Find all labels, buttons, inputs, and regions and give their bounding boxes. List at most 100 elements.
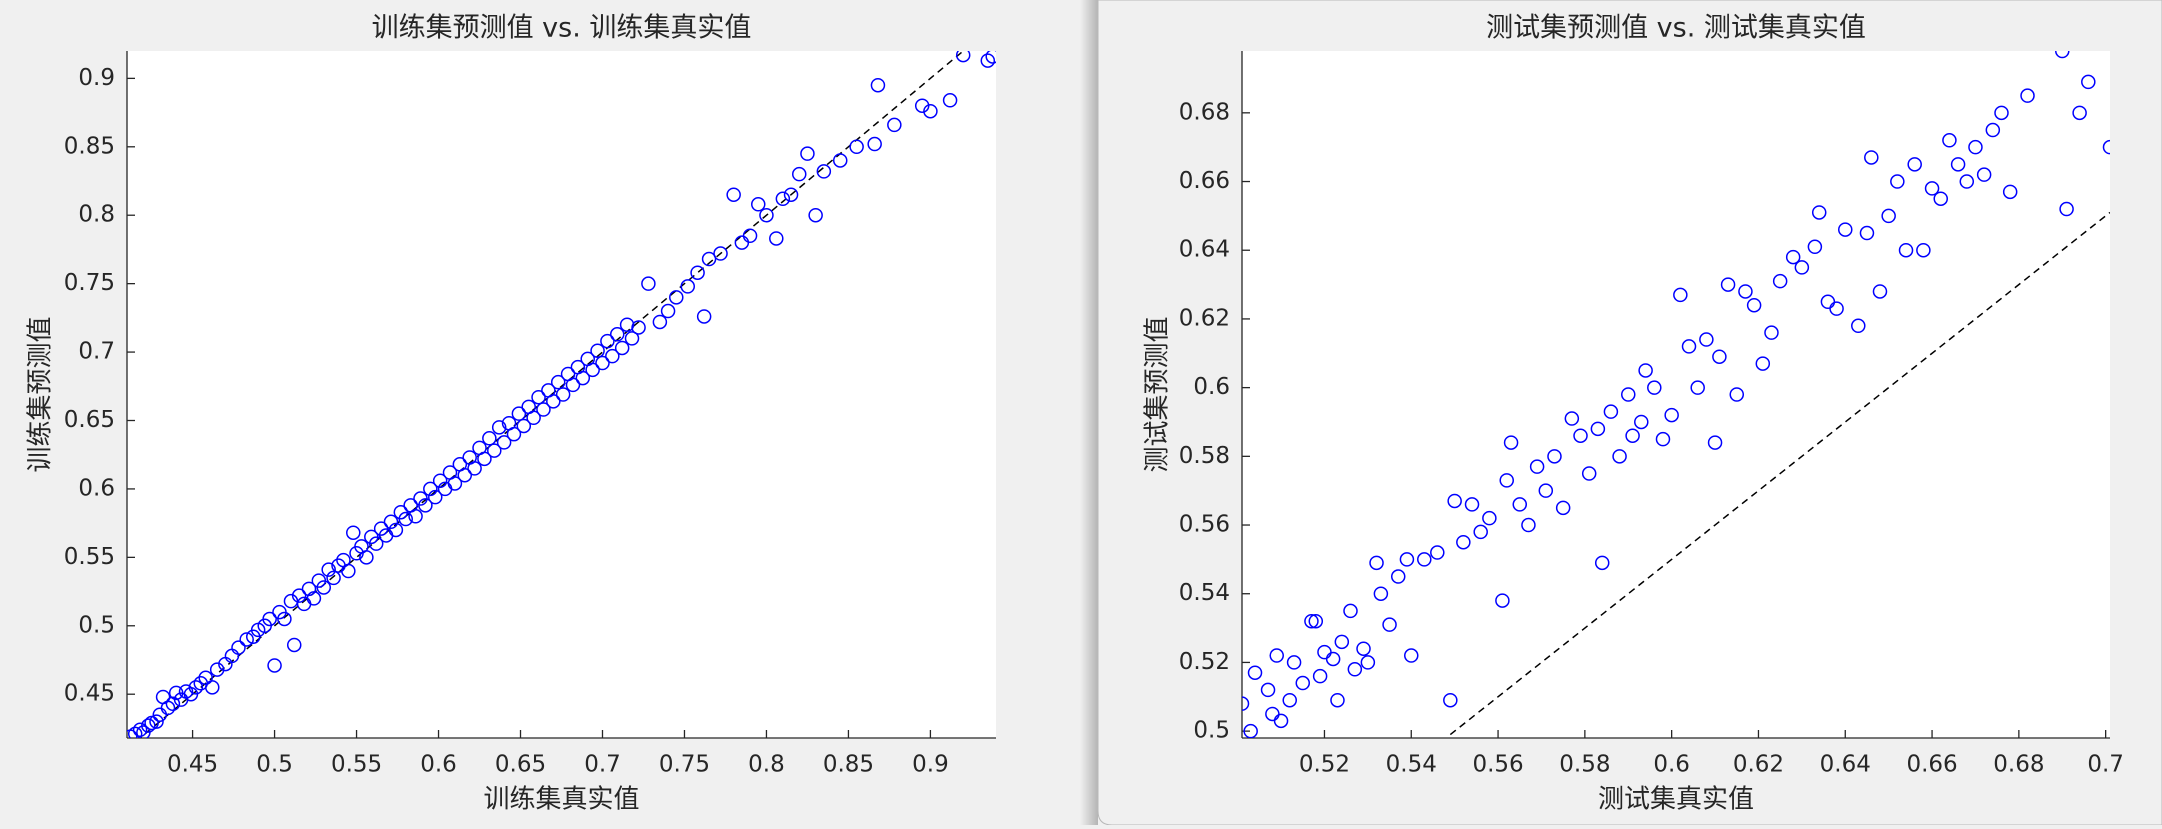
plot-layer <box>1242 51 2110 738</box>
scatter-point <box>1573 428 1588 443</box>
scatter-point <box>341 563 356 579</box>
scatter-point <box>149 714 164 729</box>
scatter-point <box>595 355 610 371</box>
scatter-point <box>713 246 728 261</box>
scatter-point <box>832 153 848 168</box>
y-tick-label: 0.66 <box>1179 168 1230 194</box>
scatter-point <box>1976 167 1992 182</box>
scatter-point <box>506 426 522 442</box>
scatter-point <box>791 166 807 182</box>
y-tick-label: 0.52 <box>1179 649 1230 675</box>
scatter-point <box>1590 421 1606 437</box>
scatter-point <box>2081 74 2096 90</box>
scatter-point <box>546 394 561 409</box>
scatter-point <box>165 696 181 712</box>
scatter-point <box>2020 88 2035 103</box>
scatter-point <box>477 451 492 467</box>
scatter-point <box>1503 435 1519 450</box>
scatter-point <box>980 53 996 68</box>
scatter-point <box>231 640 246 655</box>
y-tick-label: 0.7 <box>78 339 115 365</box>
x-tick-label: 0.56 <box>1472 752 1523 778</box>
x-tick-label: 0.55 <box>331 752 382 778</box>
x-axis-label: 测试集真实值 <box>1598 785 1754 815</box>
scatter-point <box>132 722 148 738</box>
scatter-point <box>262 611 277 627</box>
scatter-point <box>346 525 361 540</box>
scatter-point <box>1325 651 1341 667</box>
scatter-point <box>423 481 438 497</box>
y-tick-label: 0.58 <box>1179 443 1230 469</box>
scatter-point <box>614 340 630 356</box>
scatter-point <box>1360 655 1376 670</box>
x-tick-label: 0.54 <box>1386 752 1437 778</box>
scatter-point <box>669 290 684 305</box>
scatter-point <box>1890 174 1905 189</box>
scatter-point <box>316 580 332 595</box>
x-tick-label: 0.5 <box>256 752 293 778</box>
scatter-point <box>1473 524 1488 540</box>
scatter-point <box>1260 682 1276 698</box>
scatter-point <box>531 389 546 405</box>
scatter-point <box>1634 414 1649 430</box>
scatter-point <box>1247 665 1263 680</box>
x-tick-label: 0.68 <box>1993 752 2044 778</box>
scatter-point <box>1282 692 1297 708</box>
scatter-point <box>511 406 527 421</box>
scatter-point <box>870 77 886 93</box>
scatter-point <box>1772 273 1788 289</box>
scatter-point <box>359 550 374 565</box>
scatter-point <box>726 187 741 202</box>
x-tick-label: 0.52 <box>1299 752 1350 778</box>
scatter-point <box>631 320 646 335</box>
scatter-point <box>1269 648 1284 663</box>
reference-line <box>1449 211 2110 736</box>
scatter-point <box>775 191 791 207</box>
scatter-point <box>1512 497 1528 512</box>
scatter-point <box>2055 51 2070 59</box>
scatter-point <box>1373 586 1389 601</box>
scatter-point <box>1564 411 1580 426</box>
x-tick-label: 0.7 <box>2087 752 2124 778</box>
scatter-point <box>1417 552 1432 567</box>
y-tick-label: 0.5 <box>78 612 115 638</box>
scatter-point <box>1729 387 1745 402</box>
scatter-point <box>1529 459 1545 474</box>
scatter-point <box>1829 301 1844 316</box>
scatter-point <box>321 562 336 577</box>
scatter-point <box>605 348 620 364</box>
scatter-point <box>914 98 930 113</box>
x-tick-label: 0.66 <box>1906 752 1957 778</box>
scatter-point <box>1994 105 2009 121</box>
scatter-point <box>696 309 712 324</box>
scatter-point <box>1864 150 1879 165</box>
y-tick-label: 0.85 <box>64 133 115 159</box>
scatter-point <box>398 511 413 527</box>
y-axis-label: 测试集预测值 <box>1143 316 1173 472</box>
y-tick-label: 0.64 <box>1179 237 1230 263</box>
y-tick-label: 0.65 <box>64 407 115 433</box>
scatter-point <box>1334 634 1350 650</box>
scatter-point <box>1521 517 1536 533</box>
scatter-point <box>1699 332 1714 347</box>
scatter-point <box>516 418 532 434</box>
scatter-point <box>205 680 220 695</box>
scatter-point <box>487 443 502 458</box>
x-tick-label: 0.45 <box>167 752 218 778</box>
scatter-point <box>1924 181 1940 196</box>
scatter-point <box>2102 139 2110 155</box>
y-tick-label: 0.8 <box>78 202 115 228</box>
scatter-point <box>1242 696 1250 711</box>
scatter-point <box>388 522 404 538</box>
scatter-point <box>141 718 156 733</box>
y-tick-label: 0.54 <box>1179 580 1230 606</box>
scatter-point <box>742 228 758 244</box>
scatter-point <box>1959 174 1975 189</box>
scatter-point <box>701 251 717 267</box>
scatter-point <box>1581 466 1597 481</box>
scatter-point <box>1859 225 1875 241</box>
scatter-point <box>1343 603 1358 619</box>
scatter-point <box>590 343 605 358</box>
scatter-point <box>467 461 482 476</box>
